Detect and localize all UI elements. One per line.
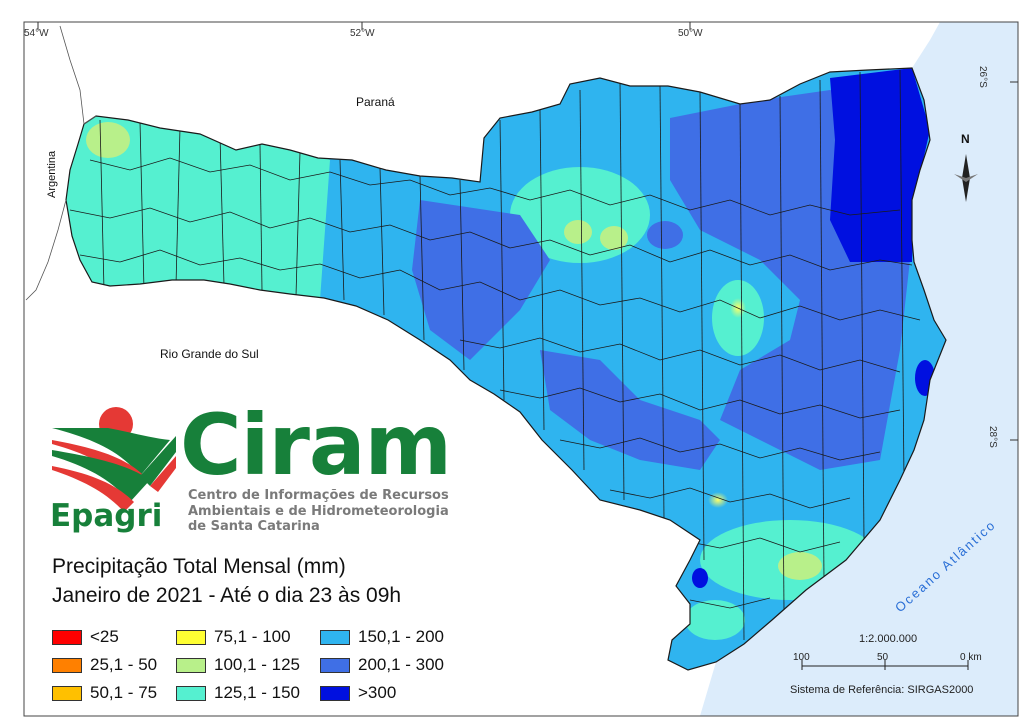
legend-item: 150,1 - 200: [320, 627, 445, 646]
map-border: [23, 21, 1019, 717]
legend-swatch: [52, 657, 82, 673]
precip-zone-100-125-nw: [86, 122, 130, 158]
legend-item: >300: [320, 683, 397, 702]
logo-red-stripe-2: [52, 466, 134, 512]
longitude-label-54w: 54°W: [24, 28, 49, 39]
longitude-label-52w: 52°W: [350, 28, 375, 39]
epagri-wordmark: Epagri: [50, 498, 163, 534]
legend-label: 125,1 - 150: [214, 683, 301, 702]
legend-item: 100,1 - 125: [176, 655, 301, 674]
legend-swatch: [52, 685, 82, 701]
precip-zone-200-300-west-central: [412, 200, 550, 360]
legend-label: <25: [90, 627, 119, 646]
legend-label: >300: [358, 683, 397, 702]
legend-item: <25: [52, 627, 119, 646]
legend-swatch: [320, 657, 350, 673]
ocean-area: [700, 22, 1018, 716]
precip-zone-100-125-center: [564, 220, 592, 244]
ciram-description: Centro de Informações de Recursos Ambien…: [188, 488, 449, 534]
label-argentina: Argentina: [46, 150, 58, 198]
precip-zone-100-125-south: [778, 552, 822, 580]
label-parana: Paraná: [356, 95, 395, 109]
legend-swatch: [320, 685, 350, 701]
scale-tick-0-km: 0 km: [960, 652, 982, 663]
legend-item: 125,1 - 150: [176, 683, 301, 702]
legend-swatch: [320, 629, 350, 645]
logo-green-stripe-3: [140, 436, 176, 486]
precip-zone-over-300-ne: [830, 68, 930, 262]
legend-label: 200,1 - 300: [358, 655, 445, 674]
scale-tick-100: 100: [793, 652, 810, 663]
map-title: Precipitação Total Mensal (mm): [52, 555, 346, 578]
logo-red-stripe-3: [150, 456, 176, 492]
precip-zone-125-150-coast: [685, 600, 745, 640]
map-subtitle: Janeiro de 2021 - Até o dia 23 às 09h: [52, 584, 402, 607]
legend-label: 100,1 - 125: [214, 655, 301, 674]
legend-label: 50,1 - 75: [90, 683, 158, 702]
graticule-ticks: [37, 22, 1018, 441]
legend-item: 50,1 - 75: [52, 683, 158, 702]
epagri-logo-graphic: [52, 407, 176, 512]
precip-zone-200-300-spot: [647, 221, 683, 249]
north-arrow-label: N: [961, 132, 970, 146]
legend-label: 150,1 - 200: [358, 627, 445, 646]
legend-swatch: [176, 657, 206, 673]
legend-swatch: [52, 629, 82, 645]
latitude-label-26s: 26°S: [977, 66, 988, 88]
legend-swatch: [176, 685, 206, 701]
logo-green-stripe-2: [52, 450, 150, 502]
precip-zone-125-150-west: [66, 110, 330, 300]
ciram-wordmark: Ciram: [180, 396, 452, 494]
legend-swatch: [176, 629, 206, 645]
scale-bar: [801, 660, 969, 670]
logo-green-stripe-1: [52, 428, 170, 476]
border-parana: [83, 115, 97, 125]
precip-zone-200-300-center-south: [540, 350, 720, 470]
scale-ratio: 1:2.000.000: [859, 633, 918, 645]
north-arrow-icon: [954, 154, 978, 202]
label-rio-grande-do-sul: Rio Grande do Sul: [160, 347, 259, 361]
longitude-label-50w: 50°W: [678, 28, 703, 39]
legend-item: 200,1 - 300: [320, 655, 445, 674]
border-argentina: [25, 25, 85, 301]
legend-label: 75,1 - 100: [214, 627, 291, 646]
precip-zone-over-300-south: [692, 568, 708, 588]
scale-tick-50: 50: [877, 652, 889, 663]
legend-item: 25,1 - 50: [52, 655, 158, 674]
legend-item: 75,1 - 100: [176, 627, 291, 646]
reference-system: Sistema de Referência: SIRGAS2000: [790, 684, 974, 696]
precip-zone-100-125-center2: [600, 226, 628, 250]
municipal-boundaries: [69, 69, 921, 641]
latitude-label-28s: 28°S: [987, 426, 998, 448]
legend-label: 25,1 - 50: [90, 655, 158, 674]
